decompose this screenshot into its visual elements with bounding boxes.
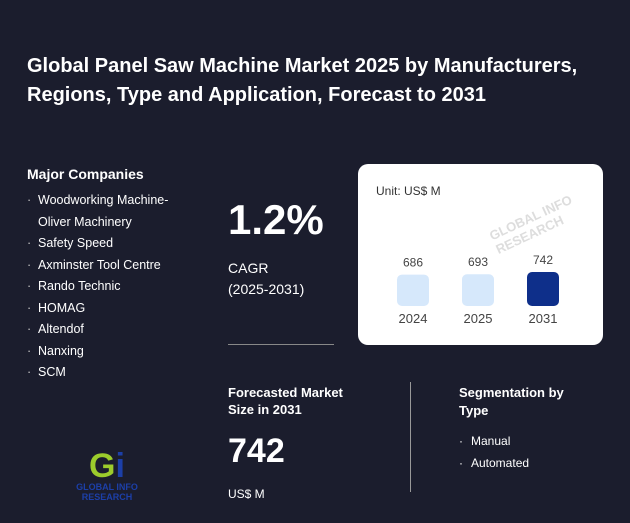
cagr-text: CAGR — [228, 260, 269, 276]
bar — [462, 274, 494, 306]
cagr-period: (2025-2031) — [228, 281, 305, 297]
company-item: Altendof — [27, 319, 177, 341]
x-tick-label: 2031 — [529, 311, 558, 326]
forecast-label: Forecasted Market Size in 2031 — [228, 385, 343, 417]
bar — [527, 272, 559, 306]
cagr-label: CAGR (2025-2031) — [228, 258, 304, 300]
segment-item: Manual — [459, 430, 529, 452]
forecast-unit: US$ M — [228, 487, 265, 501]
forecast-value: 742 — [228, 432, 285, 470]
logo-mark: Gi — [89, 447, 125, 485]
x-tick-label: 2025 — [464, 311, 493, 326]
logo: Gi GLOBAL INFO RESEARCH — [52, 447, 162, 502]
logo-text: GLOBAL INFO RESEARCH — [76, 482, 138, 502]
cagr-value: 1.2% — [228, 196, 324, 243]
segmentation-heading: Segmentation by Type — [459, 385, 564, 418]
segment-item: Automated — [459, 452, 529, 474]
bar-value-label: 693 — [468, 255, 488, 269]
company-item: Woodworking Machine-Oliver Machinery — [27, 190, 177, 233]
company-item: SCM — [27, 362, 177, 384]
unit-label: Unit: US$ M — [376, 184, 441, 198]
company-item: Axminster Tool Centre — [27, 255, 177, 277]
x-tick-label: 2024 — [399, 311, 428, 326]
divider — [410, 382, 411, 492]
companies-heading: Major Companies — [27, 166, 144, 182]
company-item: Safety Speed — [27, 233, 177, 255]
major-companies: Major Companies Woodworking Machine-Oliv… — [27, 166, 177, 384]
chart-card: GLOBAL INFO RESEARCH Unit: US$ M 686 2024… — [358, 164, 603, 345]
bar-value-label: 686 — [403, 256, 423, 270]
company-item: Nanxing — [27, 341, 177, 363]
company-item: HOMAG — [27, 298, 177, 320]
bar-value-label: 742 — [533, 253, 553, 267]
divider — [228, 344, 334, 345]
bar-chart: 686 2024 693 2025 742 2031 — [397, 253, 559, 326]
bar — [397, 274, 429, 306]
page-title: Global Panel Saw Machine Market 2025 by … — [27, 55, 578, 106]
company-item: Rando Technic — [27, 276, 177, 298]
